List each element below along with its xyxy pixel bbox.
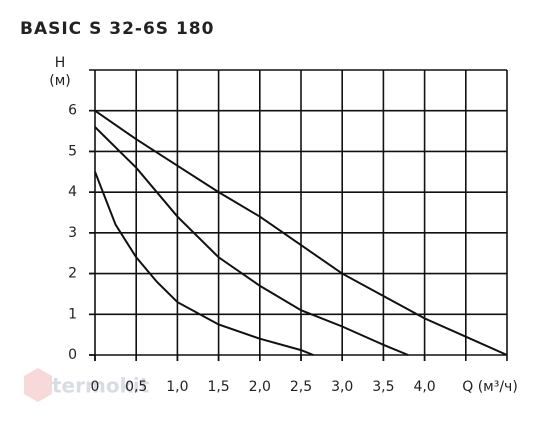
watermark-logo: [24, 368, 52, 402]
watermark: termokit: [52, 374, 150, 398]
y-axis-label: H: [55, 55, 66, 71]
x-tick-label: 1,5: [207, 379, 229, 395]
x-tick-label: 3,0: [331, 379, 353, 395]
x-tick-label: 1,0: [166, 379, 188, 395]
y-tick-label: 0: [68, 347, 77, 363]
curve: [94, 126, 409, 356]
y-tick-label: 6: [68, 103, 77, 119]
y-axis-unit: (м): [49, 73, 71, 89]
chart-title: BASIC S 32-6S 180: [20, 19, 214, 39]
y-tick-label: 1: [68, 306, 77, 322]
y-tick-label: 3: [68, 225, 77, 241]
x-tick-label: 2,0: [249, 379, 271, 395]
x-axis-label: Q (м³/ч): [462, 379, 518, 395]
y-tick-label: 5: [68, 143, 77, 159]
x-tick-label: 4,0: [413, 379, 435, 395]
x-tick-label: 0: [91, 379, 100, 395]
curve: [94, 109, 508, 356]
y-tick-label: 2: [68, 266, 77, 282]
curve: [94, 171, 314, 356]
y-tick-label: 4: [68, 184, 77, 200]
x-tick-label: 3,5: [372, 379, 394, 395]
x-tick-label: 0,5: [125, 379, 147, 395]
x-tick-label: 2,5: [290, 379, 312, 395]
